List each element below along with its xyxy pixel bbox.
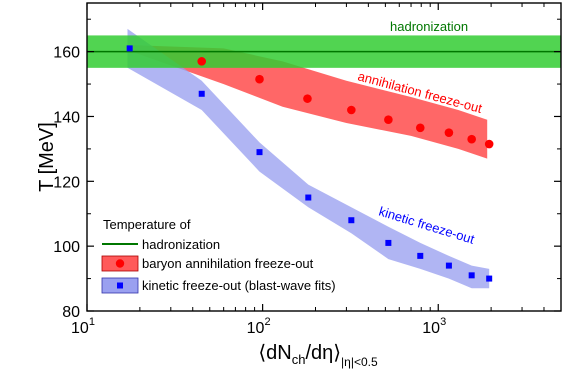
x-axis-label-main: ⟨dN [258,342,291,364]
point-annihilation [467,134,476,144]
x-tick-label: 103 [422,316,446,337]
legend-kinetic-label: kinetic freeze-out (blast-wave fits) [142,278,336,293]
point-kinetic [417,252,424,259]
point-kinetic [486,275,493,282]
legend-annihilation-label: baryon annihilation freeze-out [142,256,314,271]
y-axis-label: T [MeV] [36,122,58,192]
y-tick-label: 100 [53,239,80,256]
point-kinetic [348,217,355,224]
legend-title: Temperature of [103,217,191,232]
hadronization-label: hadronization [390,19,468,34]
legend: Temperature of hadronization baryon anni… [101,217,336,294]
point-kinetic [445,262,452,269]
y-tick-label: 80 [62,304,80,321]
point-annihilation [255,74,264,84]
point-kinetic [385,239,392,246]
x-axis-label-sub-ch: ch [292,352,306,367]
axis-ticks: 80 100 120 140 160 101 102 103 [53,3,562,337]
point-annihilation [197,57,207,66]
point-kinetic [256,149,263,156]
point-annihilation [303,94,312,103]
plot-frame [86,2,562,312]
point-annihilation [444,128,454,137]
x-axis-label-sub-eta: |η|<0.5 [341,355,378,369]
x-axis-label-mid: /dη⟩ [305,342,341,364]
legend-hadronization-label: hadronization [142,237,220,252]
point-annihilation [484,139,494,149]
x-tick-label: 102 [247,316,271,337]
hadronization-band [87,35,561,68]
point-annihilation [384,115,393,125]
y-tick-label: 140 [53,109,80,126]
x-tick-label: 101 [71,316,95,337]
x-axis-label: ⟨dNch/dη⟩|η|<0.5 [258,342,378,369]
legend-kinetic-marker [117,282,123,289]
data-points [126,45,494,282]
legend-annihilation-marker [115,259,125,268]
point-kinetic [305,194,312,201]
point-kinetic [468,272,475,279]
point-annihilation [347,105,356,115]
y-tick-label: 120 [53,174,80,191]
y-tick-label: 160 [53,45,80,62]
point-kinetic [198,90,205,97]
point-annihilation [415,123,425,133]
point-kinetic [126,45,133,52]
